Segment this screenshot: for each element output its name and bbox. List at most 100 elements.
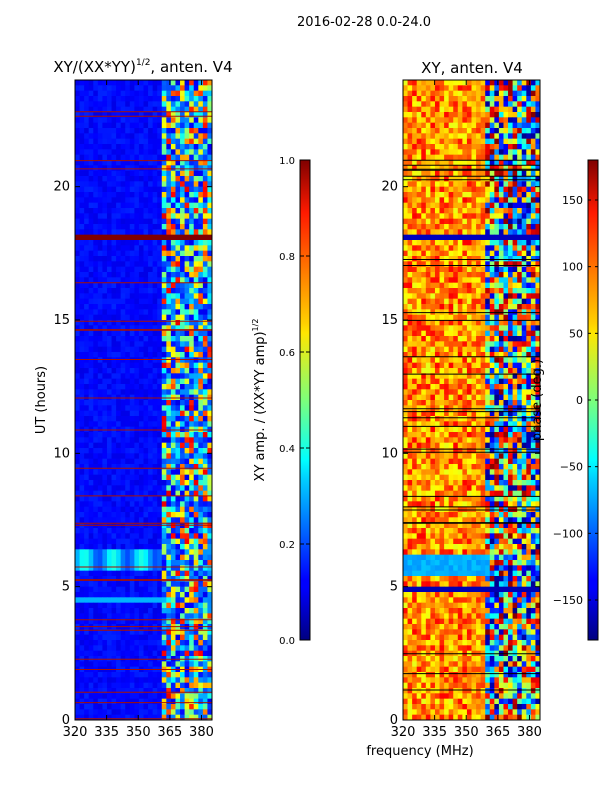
heatmap-cell [134,709,140,716]
heatmap-cell [88,101,94,108]
heatmap-cell [97,432,103,438]
heatmap-cell [207,218,213,225]
heatmap-cell [530,256,536,262]
heatmap-cell [207,448,213,454]
heatmap-cell [138,602,144,609]
heatmap-cell [407,288,413,294]
heatmap-cell [521,224,527,230]
heatmap-cell [503,288,509,294]
heatmap-cell [462,96,468,102]
heatmap-cell [116,373,122,380]
heatmap-cell [157,437,163,444]
heatmap-cell [434,170,440,177]
heatmap-cell [75,384,80,390]
heatmap-cell [193,640,199,646]
heatmap-cell [207,538,213,545]
heatmap-cell [97,96,103,102]
heatmap-cell [88,549,94,556]
heatmap-cell [75,490,80,497]
heatmap-cell [535,138,541,145]
heatmap-cell [134,224,140,230]
heatmap-cell [193,661,199,668]
heatmap-cell [161,85,167,92]
heatmap-cell [416,304,422,310]
heatmap-cell [106,453,112,460]
heatmap-cell [485,245,491,252]
heatmap-cell [111,389,117,396]
heatmap-cell [476,96,482,102]
heatmap-cell [476,192,482,198]
heatmap-cell [530,272,536,278]
heatmap-cell [84,224,90,230]
heatmap-cell [88,106,94,113]
heatmap-cell [138,693,144,700]
heatmap-cell [116,282,122,289]
heatmap-cell [207,80,213,86]
heatmap-cell [143,362,149,369]
heatmap-cell [457,186,463,193]
heatmap-cell [170,682,176,689]
heatmap-cell [93,448,99,454]
heatmap-cell [84,282,90,289]
heatmap-cell [480,101,486,108]
heatmap-cell [180,496,185,502]
heatmap-cell [170,629,176,636]
heatmap-cell [88,336,94,342]
heatmap-cell [148,325,154,332]
heatmap-cell [157,474,163,481]
heatmap-cell [143,560,149,566]
heatmap-cell [125,144,131,150]
heatmap-cell [175,533,181,540]
heatmap-cell [111,517,117,524]
heatmap-cell [143,704,149,710]
heatmap-cell [180,469,185,476]
heatmap-cell [84,117,90,124]
heatmap-cell [120,234,126,241]
heatmap-cell [170,320,176,326]
heatmap-cell [448,133,454,140]
heatmap-cell [189,144,195,150]
heatmap-cell [120,378,126,385]
heatmap-cell [193,144,199,150]
heatmap-cell [471,85,477,92]
heatmap-cell [175,682,181,689]
heatmap-cell [134,373,140,380]
heatmap-cell [508,304,513,310]
heatmap-cell [97,581,103,588]
heatmap-cell [166,277,172,284]
heatmap-cell [138,368,144,374]
heatmap-cell [106,234,112,241]
heatmap-cell [143,160,149,166]
heatmap-cell [79,640,85,646]
heatmap-cell [476,298,482,305]
heatmap-cell [489,192,495,198]
heatmap-cell [485,181,491,188]
heatmap-cell [494,229,500,236]
heatmap-cell [111,250,117,257]
heatmap-cell [485,176,491,182]
heatmap-cell [116,229,122,236]
heatmap-cell [106,517,112,524]
heatmap-cell [412,165,418,172]
heatmap-cell [102,714,108,721]
heatmap-cell [175,224,181,230]
heatmap-cell [93,170,99,177]
heatmap-cell [166,149,172,156]
heatmap-cell [421,133,427,140]
heatmap-cell [84,672,90,678]
heatmap-cell [88,560,94,566]
heatmap-cell [125,437,131,444]
heatmap-cell [444,181,450,188]
heatmap-cell [93,144,99,150]
heatmap-cell [97,117,103,124]
heatmap-cell [421,197,427,204]
heatmap-cell [120,682,126,689]
heatmap-cell [125,208,131,214]
heatmap-cell [503,128,509,134]
heatmap-cell [166,458,172,465]
heatmap-cell [193,325,199,332]
heatmap-cell [512,261,518,268]
heatmap-cell [202,650,208,657]
heatmap-cell [138,592,144,598]
heatmap-cell [184,154,190,161]
